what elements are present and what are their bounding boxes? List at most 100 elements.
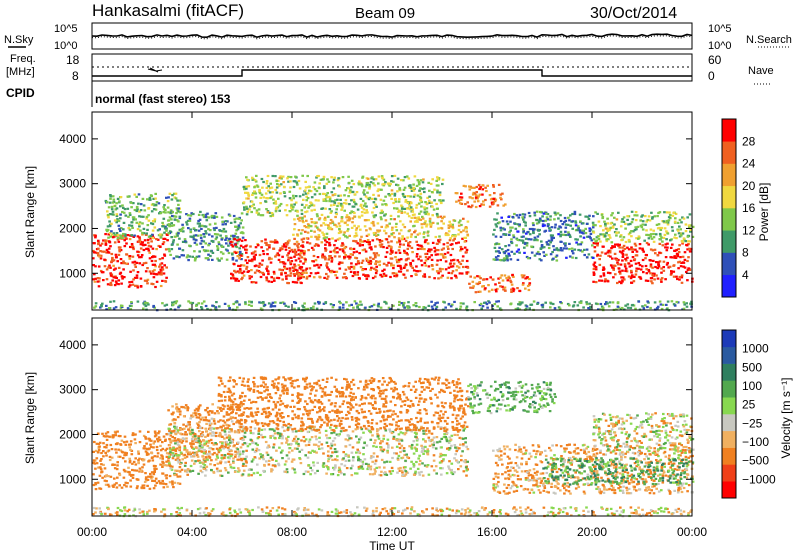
scatter-cell [158, 265, 161, 268]
scatter-cell [281, 301, 285, 304]
scatter-cell [361, 175, 365, 178]
scatter-cell [671, 214, 675, 217]
scatter-cell [160, 233, 164, 236]
scatter-cell [173, 235, 177, 238]
scatter-cell [565, 247, 568, 250]
scatter-cell [151, 479, 154, 482]
scatter-cell [637, 267, 640, 270]
scatter-cell [92, 473, 95, 476]
scatter-cell [298, 187, 302, 190]
scatter-cell [152, 442, 155, 445]
scatter-cell [389, 245, 393, 248]
scatter-cell [262, 302, 265, 305]
scatter-cell [559, 219, 563, 223]
scatter-cell [308, 275, 312, 278]
scatter-cell [234, 243, 237, 246]
scatter-cell [410, 189, 414, 192]
scatter-cell [589, 237, 592, 240]
scatter-cell [331, 306, 335, 309]
scatter-cell [614, 243, 617, 246]
scatter-cell [668, 211, 671, 214]
scatter-cell [346, 236, 349, 239]
scatter-cell [265, 186, 269, 189]
scatter-cell [658, 251, 661, 254]
scatter-cell [629, 306, 633, 310]
scatter-cell [103, 265, 107, 268]
scatter-cell [303, 250, 306, 253]
scatter-cell [506, 279, 510, 282]
scatter-cell [428, 217, 432, 220]
scatter-cell [172, 257, 176, 260]
scatter-cell [395, 272, 398, 275]
scatter-cell [182, 230, 185, 233]
scatter-cell [163, 227, 167, 230]
scatter-cell [202, 214, 205, 217]
scatter-cell [197, 449, 201, 452]
scatter-cell [325, 434, 328, 437]
scatter-cell [641, 228, 645, 231]
scatter-cell [418, 454, 421, 457]
scatter-cell [382, 178, 386, 181]
scatter-cell [600, 305, 604, 308]
scatter-cell [127, 285, 131, 288]
scatter-cell [232, 214, 236, 218]
scatter-cell [338, 300, 341, 303]
scatter-cell [538, 217, 542, 220]
scatter-cell [687, 256, 690, 259]
scatter-cell [252, 472, 256, 475]
scatter-cell [94, 467, 97, 470]
scatter-cell [183, 453, 187, 456]
scatter-cell [641, 220, 645, 223]
scatter-cell [334, 251, 337, 254]
scatter-cell [620, 251, 623, 254]
scatter-cell [230, 411, 233, 415]
scatter-cell [293, 237, 296, 240]
scatter-cell [349, 437, 353, 440]
scatter-cell [301, 220, 304, 223]
scatter-cell [328, 244, 331, 247]
scatter-cell [172, 486, 175, 489]
scatter-cell [238, 257, 241, 260]
scatter-cell [439, 253, 442, 256]
scatter-cell [621, 249, 625, 252]
scatter-cell [546, 243, 549, 246]
scatter-cell [244, 248, 247, 251]
scatter-cell [253, 207, 256, 210]
scatter-cell [247, 270, 251, 273]
scatter-cell [120, 304, 124, 307]
colorbar-tick-label: 4 [742, 268, 749, 282]
scatter-cell [374, 439, 377, 442]
scatter-cell [464, 226, 468, 229]
scatter-cell [219, 441, 222, 444]
scatter-cell [389, 430, 392, 433]
scatter-cell [662, 220, 666, 223]
scatter-cell [635, 254, 639, 257]
scatter-cell [105, 446, 108, 449]
scatter-cell [407, 215, 411, 218]
scatter-cell [273, 279, 276, 282]
scatter-cell [516, 287, 519, 290]
scatter-cell [289, 256, 293, 259]
scatter-cell [271, 213, 275, 216]
freq-left-tick-top: 18 [66, 53, 80, 67]
scatter-cell [115, 442, 119, 446]
scatter-cell [322, 199, 326, 202]
scatter-cell [123, 208, 127, 211]
scatter-cell [300, 266, 304, 269]
scatter-cell [473, 186, 476, 189]
scatter-cell [498, 246, 501, 249]
scatter-cell [434, 307, 438, 310]
scatter-cell [265, 182, 269, 185]
scatter-cell [564, 233, 568, 237]
scatter-cell [638, 264, 642, 267]
scatter-cell [211, 403, 214, 406]
scatter-cell [550, 237, 554, 241]
scatter-cell [152, 305, 155, 308]
scatter-cell [457, 221, 461, 224]
scatter-cell [403, 226, 407, 229]
y-tick-label: 1000 [59, 266, 86, 280]
date-title: 30/Oct/2014 [590, 5, 677, 22]
scatter-cell [267, 258, 271, 261]
scatter-cell [208, 410, 212, 413]
scatter-cell [442, 222, 445, 225]
